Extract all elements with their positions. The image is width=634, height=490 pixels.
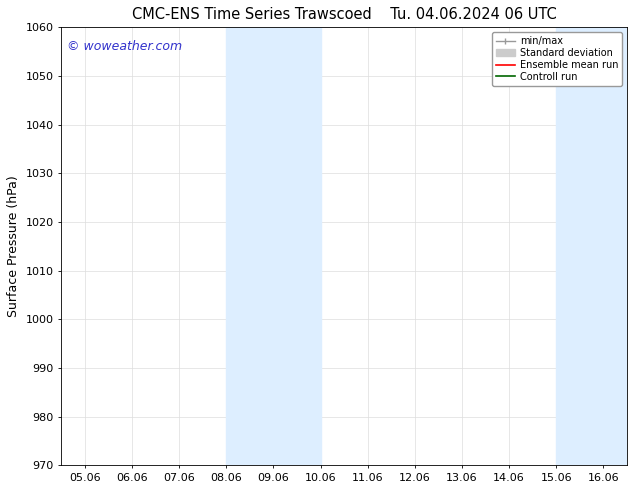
Legend: min/max, Standard deviation, Ensemble mean run, Controll run: min/max, Standard deviation, Ensemble me… [491, 32, 622, 86]
Y-axis label: Surface Pressure (hPa): Surface Pressure (hPa) [7, 175, 20, 317]
Bar [556, 27, 627, 465]
Text: © woweather.com: © woweather.com [67, 40, 182, 53]
Bar [226, 27, 321, 465]
Title: CMC-ENS Time Series Trawscoed    Tu. 04.06.2024 06 UTC: CMC-ENS Time Series Trawscoed Tu. 04.06.… [132, 7, 557, 22]
